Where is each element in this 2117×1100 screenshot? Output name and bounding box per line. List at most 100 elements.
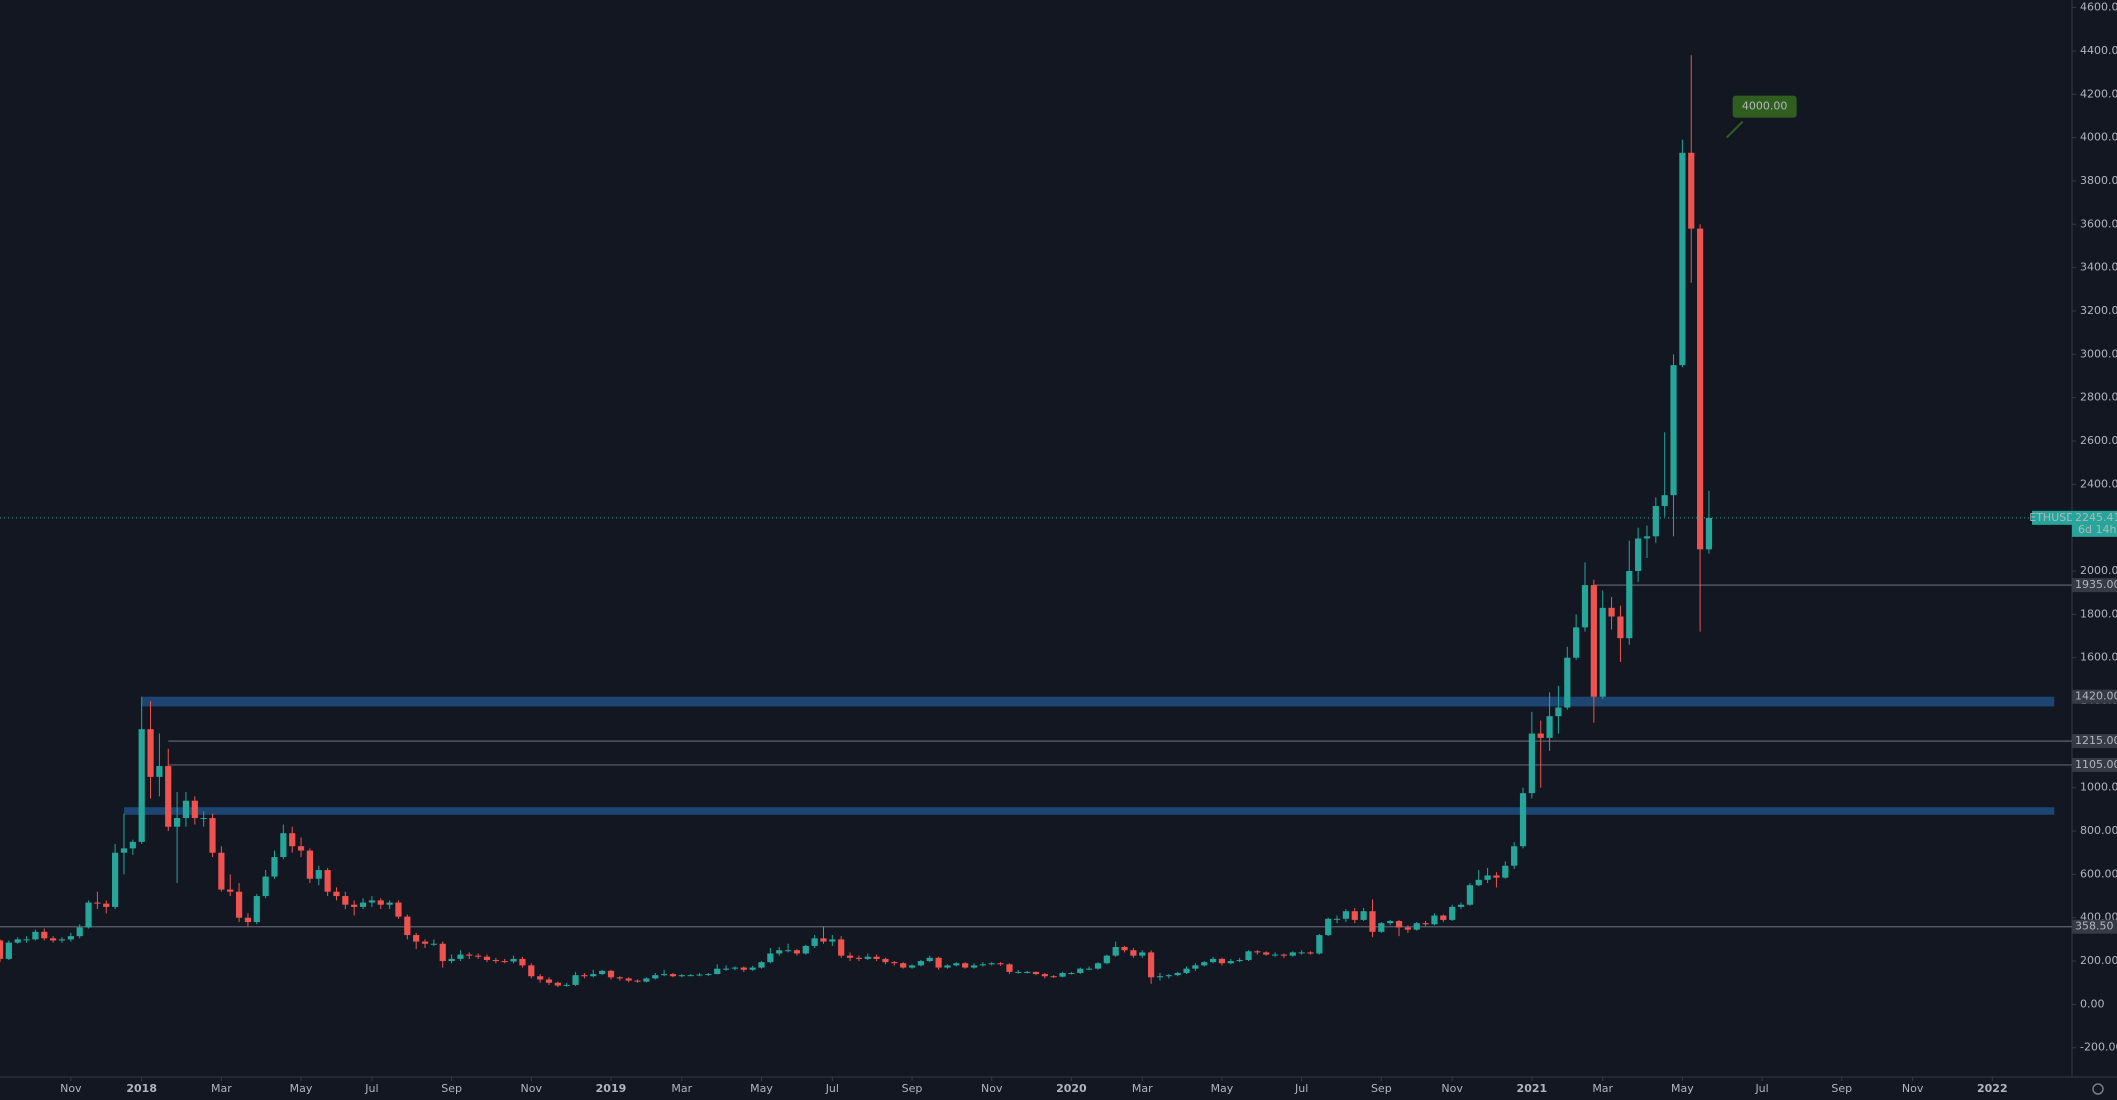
candle-body	[1192, 965, 1199, 969]
candle-body	[554, 982, 561, 986]
y-tick-label: 0.00	[2080, 997, 2105, 1010]
candle-body	[200, 818, 207, 820]
candle-body	[85, 902, 92, 928]
candle-body	[652, 975, 659, 979]
candle-body	[979, 964, 986, 966]
annotation-box	[1732, 95, 1797, 118]
candle-body	[1395, 920, 1403, 928]
y-tick-label: 1800.00	[2080, 607, 2117, 620]
candle-body	[1573, 627, 1580, 658]
x-tick-label: Jul	[825, 1082, 839, 1095]
candle-body	[173, 818, 181, 827]
candle-body	[377, 900, 384, 905]
candle-body	[1466, 885, 1473, 905]
candle-body	[776, 950, 783, 954]
candle-body	[1263, 952, 1270, 955]
candle-body	[1608, 607, 1615, 617]
candle-body	[1342, 911, 1350, 919]
candle-body	[439, 943, 446, 962]
candle-body	[988, 963, 995, 965]
candle-body	[784, 950, 792, 952]
x-tick-label: Mar	[1132, 1082, 1153, 1095]
x-tick-label: Nov	[1441, 1082, 1463, 1095]
candle-body	[1661, 495, 1668, 506]
x-tick-label: Nov	[60, 1082, 82, 1095]
candle-body	[953, 963, 960, 966]
y-tick-label: 600.00	[2080, 867, 2117, 880]
y-tick-label: 3000.00	[2080, 347, 2117, 360]
zone-price-box	[2072, 689, 2117, 704]
candle-body	[324, 870, 331, 892]
candle-body	[1422, 923, 1429, 925]
candle-body	[1679, 152, 1686, 366]
candle-body	[280, 833, 287, 858]
candle-body	[58, 939, 66, 941]
candle-body	[1449, 906, 1456, 920]
candle-body	[1271, 954, 1279, 956]
candle-body	[537, 976, 544, 980]
candle-body	[430, 943, 437, 945]
x-tick-label: May	[1211, 1082, 1234, 1095]
candle-body	[758, 962, 765, 968]
candle-body	[767, 953, 774, 963]
candle-body	[731, 967, 739, 969]
y-tick-label: 3600.00	[2080, 217, 2117, 230]
candle-body	[935, 957, 942, 968]
candle-body	[1670, 365, 1677, 496]
candle-body	[1024, 971, 1031, 973]
x-tick-label: 2019	[596, 1082, 627, 1095]
candle-body	[749, 967, 756, 970]
candle-body	[1077, 968, 1084, 973]
candle-body	[545, 979, 553, 983]
candle-body	[1183, 968, 1190, 973]
candle-body	[129, 841, 136, 849]
x-tick-label: Nov	[521, 1082, 543, 1095]
annotation-label: 4000.00	[1742, 100, 1788, 113]
candle-body	[997, 963, 1004, 965]
candle-body	[1457, 904, 1465, 907]
x-tick-label: Sep	[1831, 1082, 1852, 1095]
candle-body	[846, 955, 854, 958]
x-tick-label: 2022	[1977, 1082, 2008, 1095]
candle-body	[501, 961, 508, 963]
candle-body	[1705, 517, 1713, 550]
candle-body	[333, 891, 340, 897]
candle-body	[466, 954, 473, 956]
candle-body	[1351, 911, 1358, 920]
y-tick-label: 4400.00	[2080, 44, 2117, 57]
x-tick-label: Sep	[441, 1082, 462, 1095]
candle-body	[23, 939, 30, 941]
symbol-box	[2032, 510, 2072, 525]
candle-body	[944, 965, 951, 968]
candle-body	[1156, 976, 1164, 978]
candle-body	[811, 938, 818, 946]
candle-body	[873, 956, 880, 959]
candle-body	[528, 965, 535, 977]
zone	[123, 807, 2055, 815]
candle-body	[395, 902, 402, 917]
candle-body	[368, 900, 375, 903]
settings-icon[interactable]	[2092, 1083, 2104, 1095]
candle-body	[359, 902, 367, 907]
y-tick-label: -200.00	[2080, 1041, 2117, 1054]
candle-body	[262, 876, 269, 897]
candle-body	[1325, 918, 1332, 936]
candle-body	[1130, 950, 1137, 956]
level-price-label: 1105.00	[2075, 758, 2117, 771]
candle-body	[1050, 976, 1057, 978]
candle-body	[1555, 707, 1562, 717]
candle-body	[182, 800, 190, 819]
x-tick-label: May	[1671, 1082, 1694, 1095]
last-price-box	[2072, 510, 2117, 537]
settings-gear[interactable]	[2092, 1083, 2104, 1095]
y-tick-label: 4000.00	[2080, 131, 2117, 144]
candle-body	[1280, 954, 1288, 956]
x-tick-label: Mar	[671, 1082, 692, 1095]
candle-body	[1369, 911, 1376, 932]
candle-body	[1333, 918, 1341, 920]
candle-body	[820, 938, 827, 942]
candle-body	[1626, 571, 1633, 639]
candle-body	[1139, 952, 1146, 956]
candle-body	[1209, 958, 1217, 963]
zone	[141, 696, 2055, 707]
